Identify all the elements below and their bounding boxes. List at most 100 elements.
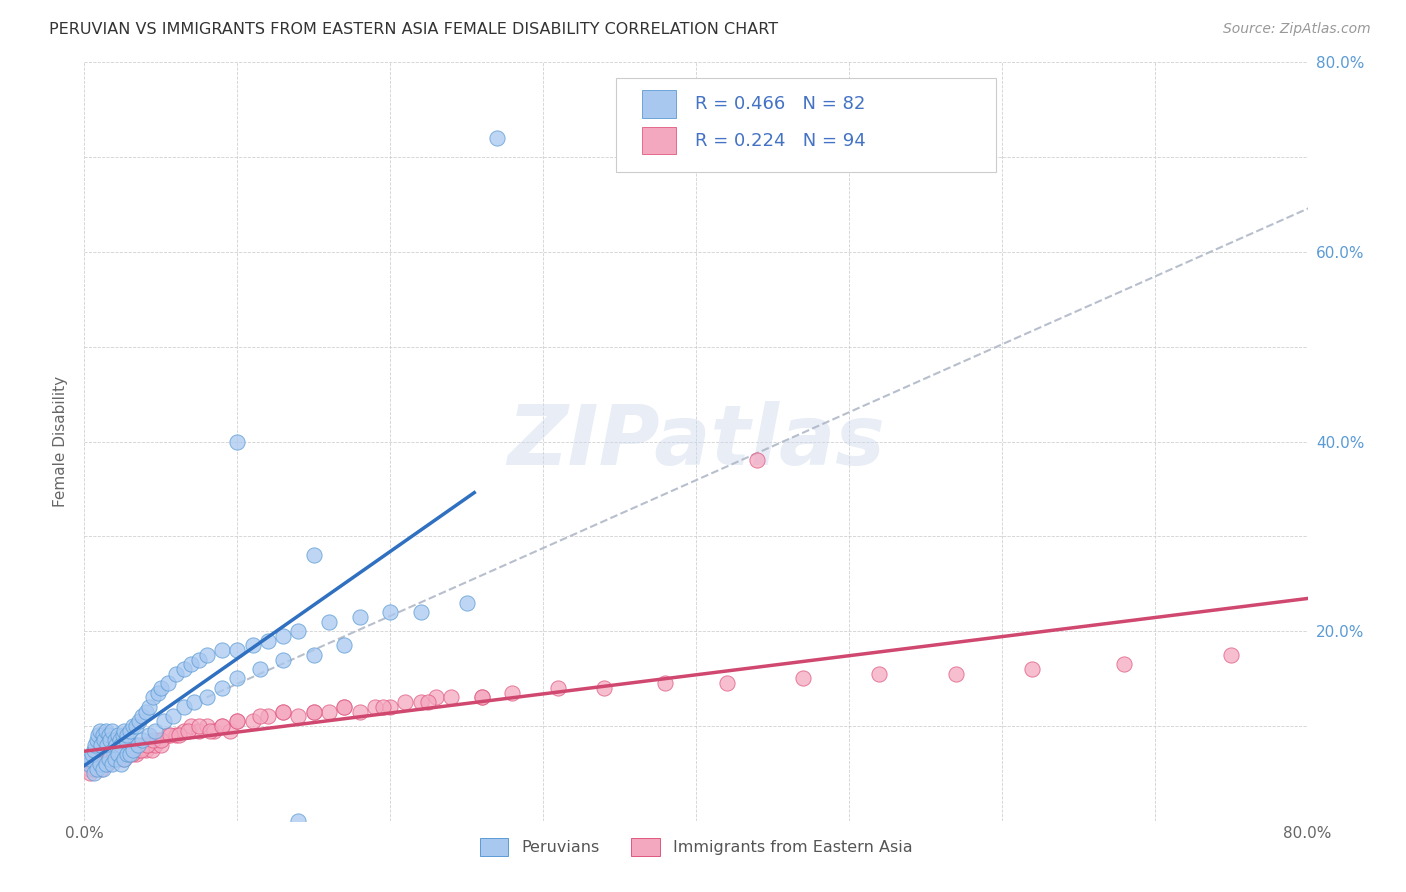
Point [83, 742, 105, 756]
Point [159, 728, 181, 742]
Point [302, 548, 325, 563]
Point [114, 733, 136, 747]
Point [93, 733, 115, 747]
Point [380, 699, 402, 714]
FancyBboxPatch shape [643, 127, 676, 154]
Point [302, 705, 325, 719]
Point [287, 624, 309, 639]
Point [83, 766, 105, 780]
Point [716, 676, 738, 690]
Point [188, 719, 211, 733]
Point [94, 723, 117, 738]
Point [195, 648, 218, 662]
Point [149, 733, 172, 747]
Point [257, 709, 280, 723]
Point [165, 728, 187, 742]
Point [105, 738, 128, 752]
Point [188, 652, 211, 666]
Point [135, 742, 157, 756]
Point [195, 719, 218, 733]
Point [90, 738, 112, 752]
Point [333, 638, 356, 652]
Point [120, 723, 142, 738]
Point [80, 747, 103, 762]
Text: R = 0.466   N = 82: R = 0.466 N = 82 [695, 95, 865, 113]
Point [157, 728, 180, 742]
Point [79, 752, 101, 766]
Point [94, 756, 117, 771]
Point [456, 596, 478, 610]
Point [173, 723, 195, 738]
Point [198, 723, 221, 738]
Point [125, 719, 148, 733]
Point [180, 657, 202, 672]
Point [149, 681, 172, 695]
Point [121, 747, 143, 762]
Point [143, 723, 166, 738]
Point [135, 705, 157, 719]
Point [98, 747, 121, 762]
Point [333, 699, 356, 714]
Point [146, 733, 169, 747]
Point [654, 676, 676, 690]
Point [138, 699, 160, 714]
Point [103, 742, 125, 756]
Point [471, 690, 494, 705]
Point [146, 686, 169, 700]
Point [108, 733, 131, 747]
Point [486, 131, 509, 145]
Point [115, 728, 138, 742]
Point [120, 747, 142, 762]
Point [257, 633, 280, 648]
Point [128, 714, 150, 728]
Point [188, 723, 211, 738]
Point [87, 728, 110, 742]
Point [107, 752, 129, 766]
Point [125, 747, 148, 762]
Point [101, 723, 124, 738]
Point [502, 686, 524, 700]
Point [122, 719, 145, 733]
Point [1220, 648, 1243, 662]
Point [138, 738, 160, 752]
Point [131, 738, 153, 752]
Point [226, 714, 249, 728]
Point [115, 742, 138, 756]
Point [177, 723, 200, 738]
Point [80, 752, 103, 766]
Point [91, 742, 114, 756]
Point [111, 752, 134, 766]
Point [89, 756, 111, 771]
Point [96, 738, 118, 752]
Point [90, 762, 112, 776]
Point [271, 705, 294, 719]
Point [103, 752, 125, 766]
Point [183, 695, 205, 709]
Point [211, 681, 233, 695]
Point [162, 709, 184, 723]
Point [271, 652, 294, 666]
Text: Source: ZipAtlas.com: Source: ZipAtlas.com [1223, 22, 1371, 37]
Point [120, 747, 142, 762]
Point [1021, 662, 1043, 676]
Point [211, 719, 233, 733]
Point [195, 690, 218, 705]
Point [104, 752, 127, 766]
Point [86, 756, 108, 771]
Point [112, 752, 135, 766]
Point [83, 762, 105, 776]
Point [101, 756, 124, 771]
Point [371, 699, 394, 714]
Point [153, 714, 176, 728]
Point [122, 742, 145, 756]
Point [87, 747, 110, 762]
Text: ZIPatlas: ZIPatlas [508, 401, 884, 482]
Point [173, 662, 195, 676]
Point [93, 752, 115, 766]
Point [1114, 657, 1136, 672]
Point [142, 733, 165, 747]
Point [114, 747, 136, 762]
Point [86, 733, 108, 747]
Point [202, 723, 225, 738]
Point [302, 648, 325, 662]
